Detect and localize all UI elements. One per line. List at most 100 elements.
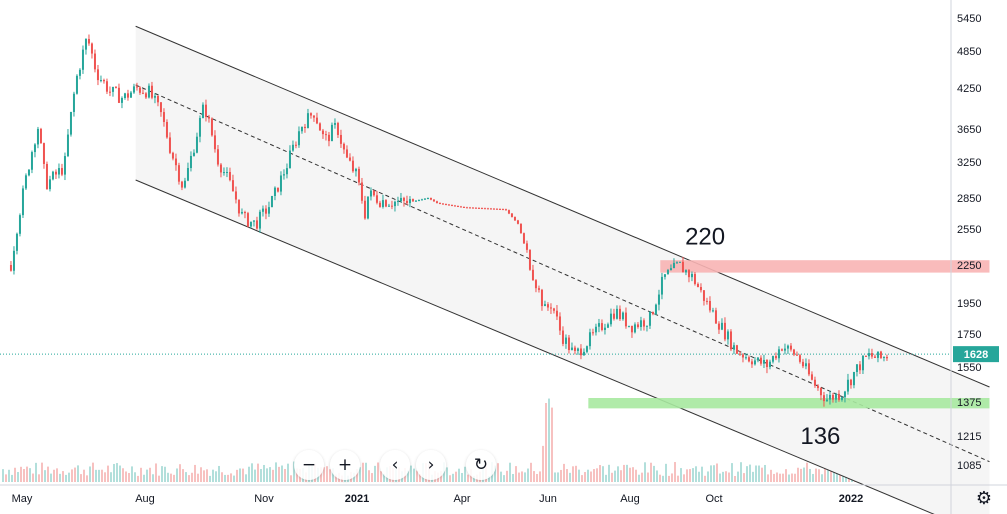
volume-bar <box>530 462 532 482</box>
candle-body <box>114 86 117 88</box>
candle-body <box>48 179 51 190</box>
volume-bar <box>419 474 421 482</box>
volume-bar <box>20 466 22 482</box>
candle-body <box>741 354 744 358</box>
volume-bar <box>161 466 163 482</box>
candle-body <box>264 208 267 214</box>
candle-body <box>558 316 561 331</box>
candle-body <box>807 363 810 375</box>
volume-bar <box>545 402 547 482</box>
price-tick-label: 1550 <box>957 362 981 374</box>
candle-body <box>459 206 462 208</box>
candle-body <box>228 171 231 181</box>
candle-body <box>837 393 840 400</box>
volume-bar <box>101 469 103 482</box>
candle-body <box>543 304 546 307</box>
candle-body <box>660 276 663 295</box>
channel-lower-line <box>135 179 935 514</box>
scroll-right-button[interactable]: › <box>416 450 446 480</box>
scroll-left-button[interactable]: ‹ <box>380 450 410 480</box>
last-price-line: 1628 <box>0 346 999 363</box>
candle-body <box>609 313 612 325</box>
volume-bar <box>764 464 766 482</box>
volume-bar <box>248 466 250 482</box>
candle-body <box>405 200 408 204</box>
candle-body <box>285 168 288 175</box>
zoom-out-button[interactable]: − <box>294 450 324 480</box>
gear-icon[interactable]: ⚙ <box>975 487 993 509</box>
volume-bar <box>275 462 277 482</box>
candle-body <box>390 205 393 207</box>
volume-bar <box>17 472 19 482</box>
last-price-badge <box>953 346 999 363</box>
candle-body <box>714 310 717 324</box>
candle-body <box>564 337 567 344</box>
candle-body <box>186 168 189 181</box>
candle-body <box>852 372 855 386</box>
candle-body <box>330 124 333 142</box>
candle-body <box>639 320 642 328</box>
candle-body <box>66 134 69 157</box>
volume-bar <box>353 472 355 482</box>
candle-body <box>519 223 522 234</box>
volume-bar <box>35 462 37 482</box>
volume-bar <box>623 464 625 482</box>
candle-body <box>819 388 822 396</box>
volume-bar <box>125 471 127 482</box>
volume-bar <box>593 469 595 482</box>
candle-body <box>9 265 12 271</box>
reset-chart-button[interactable]: ↻ <box>466 450 496 480</box>
candle-body <box>45 163 48 190</box>
candle-body <box>318 123 321 131</box>
candle-body <box>729 331 732 350</box>
volume-bar <box>464 466 466 482</box>
channel-band <box>135 26 990 514</box>
candle-body <box>510 213 513 217</box>
price-tick-label: 2850 <box>957 193 981 205</box>
volume-bar <box>14 467 16 482</box>
candle-body <box>423 198 426 200</box>
volume-bar <box>98 469 100 482</box>
candle-body <box>651 311 654 315</box>
volume-bar <box>602 466 604 482</box>
candle-body <box>189 155 192 169</box>
candle-body <box>756 357 759 361</box>
volume-bar <box>41 462 43 482</box>
candle-body <box>108 91 111 93</box>
candle-body <box>501 209 504 211</box>
candle-body <box>588 332 591 347</box>
volume-bar <box>164 466 166 482</box>
time-tick-label: Apr <box>453 493 470 505</box>
volume-bar <box>788 474 790 482</box>
candle-body <box>774 356 777 359</box>
volume-bar <box>116 463 118 482</box>
candle-body <box>462 206 465 208</box>
volume-bar <box>830 463 832 482</box>
volume-bar <box>668 475 670 482</box>
candle-body <box>276 187 279 192</box>
candle-body <box>456 206 459 208</box>
annotation-label: 136 <box>800 423 840 450</box>
candle-body <box>528 249 531 270</box>
candle-body <box>30 152 33 170</box>
zoom-in-button[interactable]: + <box>330 450 360 480</box>
candle-body <box>843 391 846 398</box>
candle-body <box>534 280 537 289</box>
candle-body <box>90 43 93 54</box>
volume-bar <box>140 467 142 482</box>
candle-body <box>525 243 528 250</box>
candle-body <box>816 385 819 389</box>
volume-bar <box>242 468 244 482</box>
candle-body <box>360 182 363 201</box>
price-tick-label: 2250 <box>957 260 981 272</box>
volume-bar <box>11 474 13 482</box>
candle-body <box>138 87 141 93</box>
volume-bar <box>89 466 91 482</box>
candle-body <box>702 290 705 301</box>
candle-body <box>324 134 327 136</box>
volume-bar <box>158 475 160 482</box>
volume-bar <box>77 465 79 482</box>
candle-body <box>885 356 888 359</box>
volume-bar <box>551 407 553 482</box>
